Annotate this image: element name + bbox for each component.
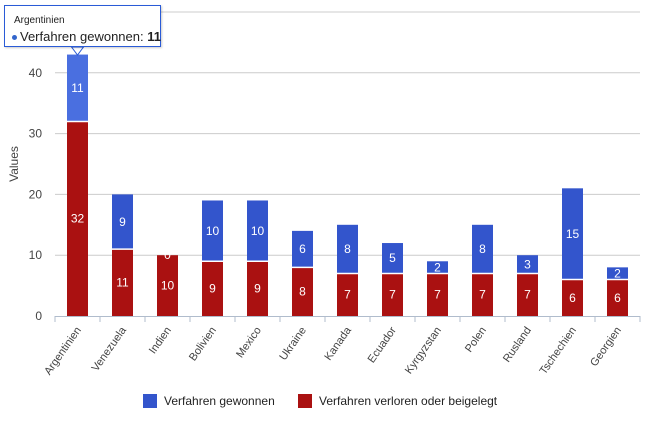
data-label: 7 xyxy=(524,288,531,302)
data-label: 11 xyxy=(71,81,84,95)
bar-segment xyxy=(67,54,88,122)
x-tick-label: Bolivien xyxy=(187,325,219,363)
legend-item-gewonnen[interactable]: Verfahren gewonnen xyxy=(143,394,275,408)
data-label: 2 xyxy=(614,266,621,280)
tooltip-value: 11 xyxy=(147,29,161,44)
data-label: 7 xyxy=(344,288,351,302)
data-label: 2 xyxy=(434,260,441,274)
bar-segment xyxy=(337,224,358,274)
series-dot-icon xyxy=(12,35,17,41)
data-label: 8 xyxy=(344,242,351,256)
bar-segment xyxy=(427,273,448,316)
bar-segment xyxy=(292,267,313,316)
y-axis-title: Values xyxy=(7,146,21,182)
data-label: 7 xyxy=(389,288,396,302)
legend-label: Verfahren verloren oder beigelegt xyxy=(319,394,498,408)
bar-segment xyxy=(112,194,133,250)
y-tick-label: 10 xyxy=(29,248,43,262)
data-label: 32 xyxy=(71,212,85,226)
data-label: 8 xyxy=(299,285,306,299)
data-label: 10 xyxy=(206,224,220,238)
tooltip-row: Verfahren gewonnen: 11 xyxy=(12,29,161,44)
bar-segment xyxy=(112,249,133,316)
data-label: 15 xyxy=(566,227,580,241)
legend-label: Verfahren gewonnen xyxy=(164,394,275,408)
x-tick-label: Kyrgyzstan xyxy=(403,325,444,376)
data-label: 10 xyxy=(251,224,265,238)
y-tick-label: 0 xyxy=(35,309,42,323)
bar-segment xyxy=(202,200,223,262)
data-label: 7 xyxy=(479,288,486,302)
x-tick-label: Argentinien xyxy=(42,325,84,377)
bar-segment xyxy=(337,273,358,316)
bar-segment xyxy=(517,255,538,274)
x-tick-label: Indien xyxy=(147,325,174,356)
bar-segment xyxy=(247,261,268,316)
bar-segment xyxy=(247,200,268,262)
bar-segment xyxy=(607,279,628,316)
data-label: 6 xyxy=(614,291,621,305)
data-label: 9 xyxy=(254,282,261,296)
tooltip-title: Argentinien xyxy=(14,15,65,26)
bar-segment xyxy=(382,243,403,274)
bar-segment xyxy=(517,273,538,316)
legend-swatch xyxy=(143,394,157,408)
bar-segment xyxy=(607,267,628,280)
data-label: 0 xyxy=(164,248,171,262)
y-tick-label: 40 xyxy=(29,66,43,80)
bar-segment xyxy=(472,224,493,274)
data-label: 9 xyxy=(119,215,126,229)
bar-segment xyxy=(562,279,583,316)
bar-segment xyxy=(382,273,403,316)
tooltip-pointer xyxy=(70,46,85,56)
bar-segment xyxy=(472,273,493,316)
y-tick-label: 20 xyxy=(29,187,43,201)
legend-item-verloren[interactable]: Verfahren verloren oder beigelegt xyxy=(298,394,497,408)
bar-segment xyxy=(67,121,88,316)
data-label: 5 xyxy=(389,251,396,265)
x-tick-label: Ukraine xyxy=(277,325,309,363)
data-label: 3 xyxy=(524,257,531,271)
tooltip: Argentinien Verfahren gewonnen: 11 xyxy=(4,5,161,47)
data-label: 11 xyxy=(116,276,129,290)
x-tick-label: Tschechien xyxy=(538,325,579,377)
x-tick-label: Ecuador xyxy=(366,325,400,366)
x-tick-label: Venezuela xyxy=(90,324,130,374)
data-label: 10 xyxy=(161,279,175,293)
data-label: 9 xyxy=(209,282,216,296)
bar-segment xyxy=(292,230,313,268)
x-tick-label: Kanada xyxy=(322,324,354,363)
data-label: 6 xyxy=(299,242,306,256)
x-tick-label: Rusland xyxy=(501,325,534,365)
data-label: 8 xyxy=(479,242,486,256)
bar-segment xyxy=(427,261,448,274)
data-label: 7 xyxy=(434,288,441,302)
bar-segment xyxy=(202,261,223,316)
legend-swatch xyxy=(298,394,312,408)
x-tick-label: Georgien xyxy=(588,325,624,369)
x-tick-label: Polen xyxy=(463,325,489,355)
bar-segment xyxy=(562,188,583,280)
y-tick-label: 30 xyxy=(29,127,43,141)
bar-segment xyxy=(157,255,178,316)
x-tick-label: Mexico xyxy=(234,325,264,360)
tooltip-label: Verfahren gewonnen: xyxy=(20,29,144,44)
data-label: 6 xyxy=(569,291,576,305)
